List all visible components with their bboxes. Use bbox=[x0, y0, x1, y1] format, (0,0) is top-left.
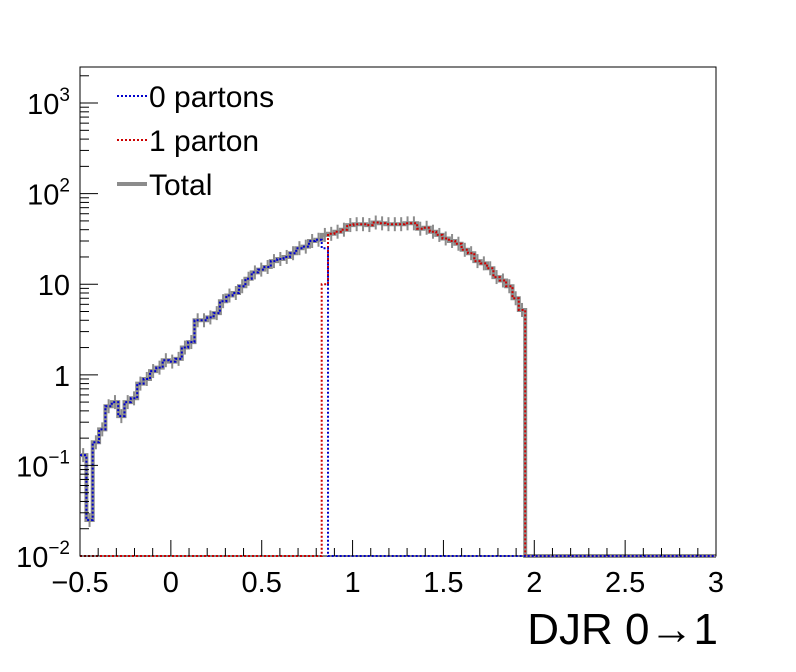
y-tick-exponent: 2 bbox=[59, 176, 70, 197]
y-tick-exponent: 3 bbox=[59, 85, 70, 106]
y-tick-base: 10 bbox=[38, 270, 70, 302]
series-1-parton bbox=[80, 221, 716, 557]
series-line bbox=[80, 221, 716, 557]
legend-label: Total bbox=[149, 169, 212, 202]
legend-label: 0 partons bbox=[149, 81, 274, 114]
x-tick-label: 3 bbox=[708, 567, 724, 599]
y-tick-exponent: −1 bbox=[48, 447, 70, 468]
x-axis: −0.5 0 0.5 1 1.5 2 2.5 3 bbox=[51, 540, 724, 599]
plot-area bbox=[79, 66, 717, 558]
x-tick-label: 0 bbox=[163, 567, 179, 599]
y-tick-label: 10−1 bbox=[16, 447, 70, 483]
x-tick-label: 1 bbox=[345, 567, 361, 599]
y-tick-label: 103 bbox=[27, 85, 70, 121]
y-tick-base: 10 bbox=[16, 451, 48, 483]
y-tick-label: 10−2 bbox=[16, 538, 70, 574]
y-tick-base: 10 bbox=[27, 89, 59, 121]
y-tick-label: 10 bbox=[38, 270, 70, 302]
x-tick-label: −0.5 bbox=[51, 567, 108, 599]
legend-label: 1 parton bbox=[149, 125, 259, 158]
x-tick-label: 1.5 bbox=[423, 567, 463, 599]
x-tick-label: 2.5 bbox=[605, 567, 645, 599]
y-tick-exponent: −2 bbox=[48, 538, 70, 559]
legend: 0 partons 1 parton Total bbox=[117, 81, 274, 202]
y-tick-label: 1 bbox=[54, 361, 70, 393]
x-axis-title: DJR 0→1 bbox=[527, 605, 718, 654]
x-tick-label: 2 bbox=[526, 567, 542, 599]
y-tick-base: 10 bbox=[16, 542, 48, 574]
x-tick-label: 0.5 bbox=[242, 567, 282, 599]
y-tick-base: 10 bbox=[27, 180, 59, 212]
y-tick-base: 1 bbox=[54, 361, 70, 393]
y-tick-label: 102 bbox=[27, 176, 70, 212]
